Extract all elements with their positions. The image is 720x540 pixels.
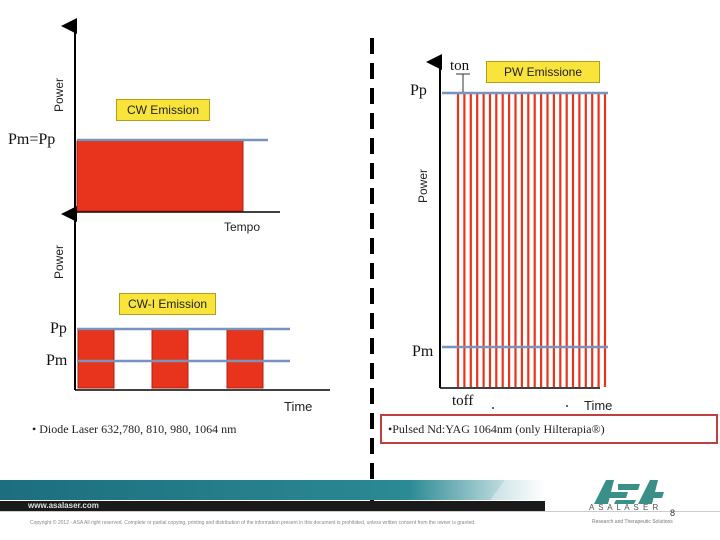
pw-ton-label: ton [450, 58, 470, 74]
cwi-pp-label: Pp [50, 320, 67, 337]
asa-logo-icon [594, 480, 664, 504]
page-number: 8 [670, 508, 676, 518]
footer-website[interactable]: www.asalaser.com [28, 501, 99, 510]
cw-x-axis-label: Tempo [224, 220, 261, 234]
cwi-pm-label: Pm [46, 352, 68, 369]
pw-pulse-train [456, 93, 607, 387]
footer-tagline: Research and Therapeutic Solutions [592, 519, 673, 525]
toff-dot [566, 405, 568, 407]
pw-emission-label: PW Emissione [486, 61, 600, 83]
cwi-pulse [151, 329, 189, 389]
footer-brand: A S A L A S E R [589, 503, 660, 512]
pw-pm-label: Pm [412, 343, 434, 360]
toff-dot [492, 407, 494, 409]
cwi-pulse [226, 329, 264, 389]
cw-emission-area [76, 140, 244, 212]
pw-bullet: •Pulsed Nd:YAG 1064nm (only Hilterapia®) [380, 414, 718, 444]
pw-x-axis-label: Time [584, 398, 613, 413]
cwi-emission-label: CW-I Emission [119, 293, 216, 315]
cwi-y-axis-label: Power [52, 244, 66, 279]
pw-y-axis-label: Power [416, 168, 430, 203]
cwi-x-axis-label: Time [284, 399, 313, 414]
cwi-bullet: • Diode Laser 632,780, 810, 980, 1064 nm [32, 421, 237, 436]
cw-level-label: Pm=Pp [8, 131, 56, 148]
pw-toff-label: toff [452, 393, 474, 409]
cwi-pulse [77, 329, 115, 389]
footer-banner [0, 480, 720, 512]
footer-copyright: Copyright © 2012 - ASA All right reserve… [30, 520, 476, 526]
cw-y-axis-label: Power [52, 77, 66, 112]
cw-emission-label: CW Emission [116, 99, 210, 121]
pw-pp-label: Pp [410, 82, 427, 99]
